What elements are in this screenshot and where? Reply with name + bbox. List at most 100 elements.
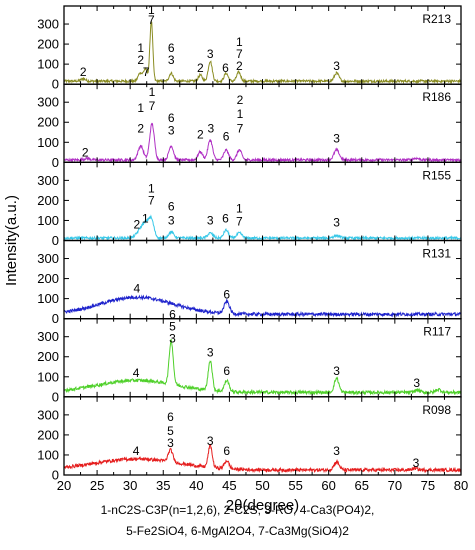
x-axis-title: 2θ(degree)	[226, 497, 299, 514]
x-tick-label: 20	[57, 478, 71, 493]
y-tick-label: 200	[37, 115, 59, 130]
peak-annotation: 7	[236, 214, 243, 228]
peak-annotation: 3	[207, 47, 214, 61]
peak-annotation: 6	[167, 410, 174, 424]
peak-annotation: 6	[169, 308, 176, 322]
peak-annotation: 1	[149, 85, 156, 99]
peak-annotation: 3	[413, 456, 420, 470]
peak-annotation: 3	[169, 332, 176, 346]
y-tick-label: 200	[37, 349, 59, 364]
peak-annotation: 2	[82, 145, 89, 159]
peak-annotation: 3	[333, 364, 340, 378]
series-line-r117	[63, 338, 462, 396]
y-tick-label: 100	[37, 369, 59, 384]
peak-annotation: 1	[237, 107, 244, 121]
peak-annotation: 3	[207, 346, 214, 360]
x-tick-label: 65	[355, 478, 369, 493]
panel-frame	[63, 5, 462, 85]
y-tick-label: 100	[37, 213, 59, 228]
peak-annotation: 2	[133, 217, 140, 231]
peak-annotation: 5	[167, 424, 174, 438]
peak-annotation: 7	[236, 47, 243, 61]
x-tick-label: 60	[321, 478, 335, 493]
panel-label: R213	[422, 12, 451, 26]
y-tick-label: 100	[37, 135, 59, 150]
phase-legend-line-2: 5-Fe2SiO4, 6-MgAl2O4, 7-Ca3Mg(SiO4)2	[126, 524, 349, 538]
peak-annotation: 6	[168, 41, 175, 55]
peak-annotation: 3	[333, 131, 340, 145]
peak-annotation: 3	[333, 59, 340, 73]
y-tick-label: 0	[52, 468, 59, 483]
peak-annotation: 4	[133, 366, 140, 380]
y-tick-label: 300	[37, 251, 59, 266]
peak-annotation: 3	[208, 121, 215, 135]
panel-frame	[63, 318, 462, 398]
peak-annotation: 3	[333, 215, 340, 229]
y-tick-label: 0	[52, 155, 59, 170]
panel-frame	[63, 396, 462, 476]
peak-annotation: 1	[148, 181, 155, 195]
y-tick-label: 300	[37, 95, 59, 110]
peak-annotation: 6	[223, 444, 230, 458]
peak-annotation: 3	[207, 213, 214, 227]
series-line-r186	[63, 122, 462, 164]
peak-annotation: 6	[222, 211, 229, 225]
y-tick-label: 300	[37, 407, 59, 422]
peak-annotation: 1	[148, 3, 155, 17]
x-tick-label: 80	[454, 478, 468, 493]
x-tick-label: 75	[421, 478, 435, 493]
y-axis-title: Intensity(a.u.)	[3, 195, 20, 286]
x-tick-label: 30	[123, 478, 137, 493]
y-tick-label: 200	[37, 193, 59, 208]
series-line-r131	[63, 294, 462, 318]
x-tick-label: 45	[222, 478, 236, 493]
peak-annotation: 3	[333, 444, 340, 458]
y-tick-label: 100	[37, 57, 59, 72]
peak-annotation: 2	[137, 53, 144, 67]
x-tick-label: 50	[255, 478, 269, 493]
y-tick-label: 300	[37, 173, 59, 188]
y-tick-label: 0	[52, 389, 59, 404]
peak-annotation: 1	[236, 201, 243, 215]
y-tick-label: 300	[37, 329, 59, 344]
panel-label: R186	[422, 90, 451, 104]
peak-annotation: 2	[237, 93, 244, 107]
y-tick-label: 200	[37, 427, 59, 442]
peak-annotation: 6	[222, 61, 229, 75]
peak-annotation: 2	[80, 65, 87, 79]
series-line-r213	[63, 20, 462, 85]
peak-annotation: 7	[143, 65, 150, 79]
y-tick-label: 0	[52, 311, 59, 326]
x-tick-label: 25	[90, 478, 104, 493]
peak-annotation: 3	[207, 434, 214, 448]
y-tick-label: 200	[37, 271, 59, 286]
y-tick-label: 100	[37, 447, 59, 462]
peak-annotation: 4	[133, 444, 140, 458]
phase-legend-line-1: 1-nC2S-C3P(n=1,2,6), 2-C2S, 3-RO, 4-Ca3(…	[100, 503, 375, 517]
peak-annotation: 3	[168, 123, 175, 137]
peak-annotation: 3	[167, 436, 174, 450]
y-tick-label: 200	[37, 37, 59, 52]
x-tick-label: 40	[189, 478, 203, 493]
y-tick-label: 100	[37, 291, 59, 306]
y-tick-label: 300	[37, 17, 59, 32]
peak-annotation: 7	[149, 99, 156, 113]
y-tick-label: 0	[52, 233, 59, 248]
peak-annotation: 2	[236, 59, 243, 73]
peak-annotation: 6	[168, 111, 175, 125]
x-tick-label: 70	[388, 478, 402, 493]
peak-annotation: 1	[142, 211, 149, 225]
peak-annotation: 1	[137, 41, 144, 55]
panel-label: R155	[422, 168, 451, 182]
panel-frame	[63, 83, 462, 163]
panel-label: R098	[422, 403, 451, 417]
peak-annotation: 1	[236, 35, 243, 49]
peak-annotation: 6	[223, 129, 230, 143]
peak-annotation: 3	[168, 53, 175, 67]
x-tick-label: 35	[156, 478, 170, 493]
